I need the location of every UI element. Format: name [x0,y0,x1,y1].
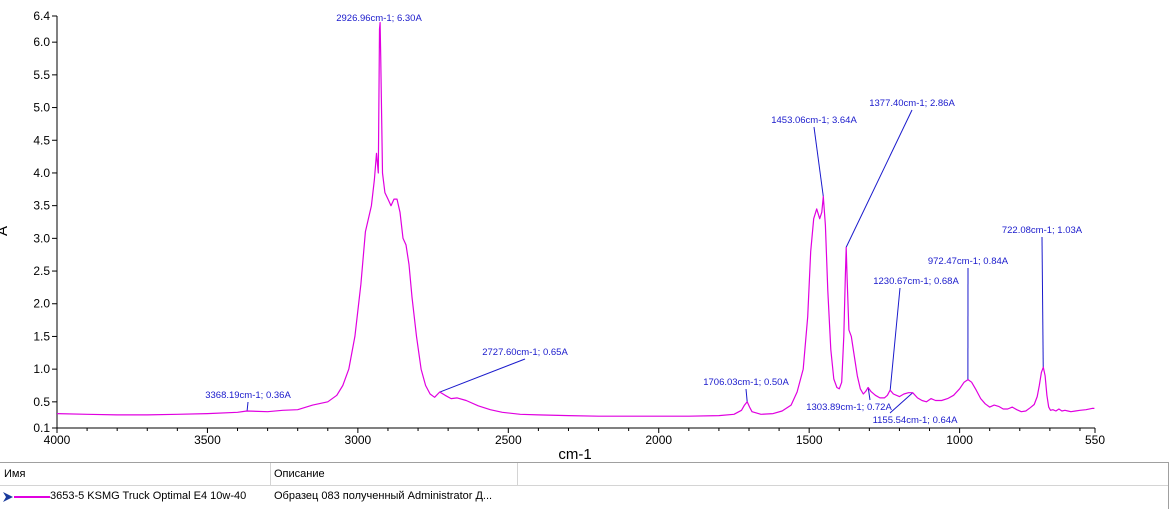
y-tick-label: 2.0 [33,297,50,311]
x-tick-label: 2000 [645,433,672,447]
annotation-leader [889,287,901,391]
y-tick-label: 6.0 [33,35,50,49]
annotation-leader [889,392,914,414]
legend-header: Имя Описание [0,463,1168,486]
y-tick-label: 4.5 [33,133,50,147]
y-tick-label: 0.5 [33,395,50,409]
peak-label: 722.08cm-1; 1.03A [1002,225,1083,236]
annotation-leader [813,126,824,197]
annotation-leader [845,109,913,248]
peak-label: 1230.67cm-1; 0.68A [873,276,959,287]
y-tick-label: 1.5 [33,329,50,343]
annotation-leader [1041,236,1044,368]
peak-label: 1706.03cm-1; 0.50A [703,377,789,388]
spectrum-series-line [56,21,1095,417]
series-swatch-icon [3,492,50,502]
annotation-leader [246,401,249,412]
y-axis: 0.1 0.5 1.0 1.5 2.0 2.5 3.0 3.5 4.0 4.5 5.0 5.5 6.0 6… [33,9,58,435]
x-axis-title: cm-1 [558,446,591,462]
peak-label: 1453.06cm-1; 3.64A [771,115,857,126]
legend-col-name-header[interactable]: Имя [4,468,26,480]
y-tick-label: 0.1 [33,421,50,435]
y-tick-label: 4.0 [33,166,50,180]
x-axis: 4000 3500 3000 2500 2000 1500 1000 550 [44,427,1105,447]
legend-col-description-header[interactable]: Описание [274,468,325,480]
peak-label: 2727.60cm-1; 0.65A [482,347,568,358]
x-tick-label: 2500 [495,433,522,447]
y-tick-label: 3.5 [33,199,50,213]
annotation-leader [867,387,871,401]
peak-label: 2926.96cm-1; 6.30A [336,13,422,24]
y-tick-label: 1.0 [33,362,50,376]
x-tick-label: 3000 [345,433,372,447]
legend-panel: Имя Описание 3653-5 KSMG Truck Optimal E… [0,462,1169,509]
y-tick-label: 5.0 [33,101,50,115]
peak-label: 972.47cm-1; 0.84A [928,256,1009,267]
peak-label: 1377.40cm-1; 2.86A [869,98,955,109]
annotation-leader [439,358,526,393]
peak-label: 1155.54cm-1; 0.64A [873,415,959,426]
peak-annotations: 2926.96cm-1; 6.30A 3368.19cm-1; 0.36A 2727… [205,13,1083,426]
y-tick-label: 3.0 [33,231,50,245]
peak-label: 3368.19cm-1; 0.36A [205,390,291,401]
legend-row-description: Образец 083 полученный Administrator Д..… [274,490,493,502]
x-tick-label: 550 [1085,433,1105,447]
legend-row-name: 3653-5 KSMG Truck Optimal E4 10w-40 [50,490,247,502]
spectrum-chart: 0.1 0.5 1.0 1.5 2.0 2.5 3.0 3.5 4.0 4.5 5.0 5.5 6.0 6… [0,9,1105,462]
x-tick-label: 1500 [796,433,823,447]
x-tick-label: 3500 [194,433,221,447]
y-tick-label: 5.5 [33,68,50,82]
peak-label: 1303.89cm-1; 0.72A [806,402,892,413]
y-tick-label: 6.4 [33,9,50,23]
annotation-leader [745,388,748,402]
y-tick-label: 2.5 [33,264,50,278]
y-axis-title: A [0,226,11,236]
annotation-leaders [246,109,1044,414]
legend-row[interactable]: 3653-5 KSMG Truck Optimal E4 10w-40 Обра… [0,486,1168,508]
x-tick-label: 1000 [946,433,973,447]
x-tick-label: 4000 [44,433,71,447]
